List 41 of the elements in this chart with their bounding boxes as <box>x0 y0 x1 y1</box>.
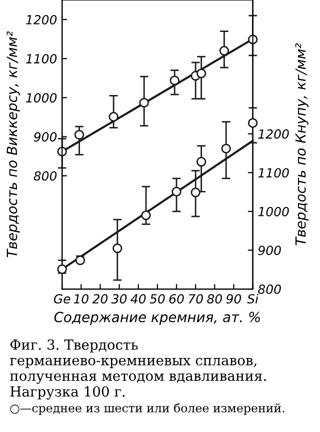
x-tick-label: Si <box>247 294 258 304</box>
y-tick-label: 1100 <box>26 54 57 64</box>
x-tick-label: 20 <box>92 294 108 304</box>
point <box>221 144 231 154</box>
x-tick-label: 10 <box>74 294 88 304</box>
point <box>112 243 122 254</box>
point <box>75 255 86 266</box>
point <box>172 186 182 196</box>
point <box>108 112 118 122</box>
y2-tick-label: 800 <box>258 284 281 294</box>
point <box>219 46 230 56</box>
text: ○—среднее из шести или более измерений. <box>10 403 284 415</box>
y2-tick-label: 1000 <box>258 206 289 216</box>
y2-axis-title: Твердость по Кнупу, кг/мм² <box>295 43 308 246</box>
y-tick-label: 900 <box>34 132 57 142</box>
point <box>170 76 180 86</box>
x-tick-label: 80 <box>207 294 222 304</box>
point <box>190 188 200 198</box>
point <box>196 156 206 167</box>
point <box>196 68 206 78</box>
y2-tick-label: 1100 <box>258 168 289 178</box>
y-tick-label: 1200 <box>26 15 57 24</box>
y-tick-label: 1000 <box>26 93 57 103</box>
x-axis-title: Содержание кремния, ат. % <box>54 312 260 325</box>
point <box>141 210 151 220</box>
x-tick-label: Ge <box>54 294 70 304</box>
y-axis-title: Твердость по Виккерсу, кг/мм² <box>6 31 20 258</box>
point <box>248 118 258 128</box>
x-tick-label: 60 <box>169 294 184 304</box>
point <box>57 264 67 274</box>
point <box>139 98 149 108</box>
point <box>74 130 84 140</box>
x-tick-label: 40 <box>130 294 146 304</box>
y2-tick-label: 900 <box>258 246 281 256</box>
x-tick-label: 50 <box>150 294 165 304</box>
text: Фиг. 3. Твердость германиево-кремниевых сплавов, полученная методом вдавливания. Нагрузка 100 г. <box>10 339 266 400</box>
y-tick-label: 800 <box>34 171 57 181</box>
x-tick-label: 90 <box>226 294 242 304</box>
x-tick-label: 70 <box>188 294 203 304</box>
y2-tick-label: 1200 <box>258 129 289 139</box>
x-tick-label: 30 <box>111 294 127 304</box>
